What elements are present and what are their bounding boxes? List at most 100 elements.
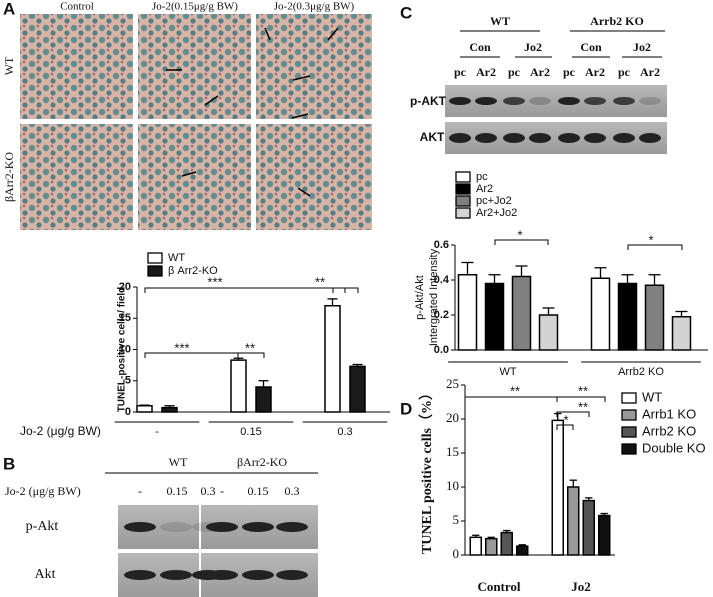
legend-label: Ar2 — [476, 183, 493, 195]
blot-band — [613, 97, 635, 105]
treatment: Con — [469, 40, 491, 54]
panel-label: C — [400, 3, 412, 22]
bar — [500, 531, 513, 556]
blot-band — [613, 133, 635, 143]
bar — [590, 277, 611, 351]
bar — [485, 537, 498, 556]
y-axis-label: Intergrated Intensity — [428, 248, 440, 346]
x-tick-label: Control — [477, 579, 520, 594]
group-label: Arrb2 KO — [590, 14, 644, 28]
significance-bracket — [627, 244, 683, 250]
annotation: ** — [578, 383, 588, 398]
y-tick-label: 0 — [453, 546, 460, 561]
dose: - — [138, 484, 142, 498]
blot-band — [584, 133, 606, 143]
row-label: AKT — [420, 130, 445, 144]
legend-swatch — [147, 265, 163, 277]
y-axis-label: TUNEL-positive cells/ field — [117, 287, 128, 413]
legend-label: WT — [168, 252, 185, 264]
bar — [567, 486, 580, 556]
bar — [469, 536, 482, 556]
panel-label: D — [400, 399, 412, 418]
legend-swatch — [621, 443, 637, 455]
legend-label: Ar2+Jo2 — [476, 207, 517, 219]
y-axis-label: p-Akt/Akt — [414, 275, 426, 320]
lane-label: pc — [563, 65, 576, 79]
bar — [598, 514, 611, 556]
treatment: Con — [580, 40, 602, 54]
legend-swatch — [621, 392, 637, 404]
legend-label: pc+Jo2 — [476, 195, 512, 207]
annotation: *** — [174, 340, 189, 355]
legend-swatch — [147, 252, 163, 264]
y-tick-label: 25 — [446, 376, 459, 391]
bar — [644, 284, 665, 351]
blot-band — [558, 97, 580, 105]
panel-label: B — [3, 454, 15, 473]
micrograph — [20, 14, 133, 119]
row-label: βArr2-KO — [2, 152, 16, 202]
group-label: βArr2-KO — [237, 455, 287, 469]
lane-label: pc — [508, 65, 521, 79]
y-tick-label: 15 — [119, 312, 131, 324]
significance-bracket — [237, 352, 265, 358]
column-label: Jo-2(0.3μg/g BW) — [274, 1, 355, 13]
dose: 0.15 — [167, 484, 188, 498]
row-label: p-Akt — [26, 519, 59, 534]
annotation: ** — [578, 399, 588, 414]
y-tick-label: 10 — [119, 343, 131, 355]
blot-band — [276, 522, 308, 532]
x-tick-label: Arrb2 KO — [618, 366, 664, 378]
legend-swatch — [621, 426, 637, 438]
significance-bracket — [144, 352, 239, 358]
blot-band — [276, 570, 308, 580]
lane-label: pc — [454, 65, 467, 79]
blot-band — [242, 522, 274, 532]
y-tick-label: 10 — [446, 478, 459, 493]
significance-bracket — [556, 424, 574, 430]
blot-band — [206, 570, 238, 580]
lane-label: Ar2 — [585, 65, 605, 79]
y-tick-label: 20 — [446, 410, 459, 425]
significance-bracket — [332, 287, 359, 293]
blot-band — [449, 133, 471, 143]
row-label: WT — [2, 56, 16, 75]
y-tick-label: 0 — [125, 406, 131, 418]
bar — [671, 316, 692, 351]
annotation: * — [517, 227, 522, 242]
dose: - — [220, 484, 224, 498]
blot-band — [206, 522, 238, 532]
y-tick-label: 20 — [119, 281, 131, 293]
y-tick-label: 0.2 — [434, 309, 449, 321]
blot-band — [449, 97, 471, 105]
y-tick-label: 5 — [453, 512, 460, 527]
blot-band — [503, 97, 525, 105]
column-label: Jo-2(0.15μg/g BW) — [152, 1, 238, 13]
legend-label: Double KO — [642, 440, 706, 455]
row-label: p-AKT — [410, 94, 447, 108]
bar — [457, 274, 478, 351]
dose: 0.3 — [285, 484, 300, 498]
y-tick-label: 0.6 — [434, 239, 449, 251]
micrograph — [20, 124, 133, 230]
arrows — [166, 27, 339, 197]
blot-band — [503, 133, 525, 143]
bar — [511, 275, 532, 351]
bar — [538, 314, 559, 351]
legend-swatch — [455, 171, 471, 183]
lane-label: Ar2 — [476, 65, 496, 79]
legend-label: β Arr2-KO — [168, 265, 218, 277]
bar — [136, 405, 153, 413]
blot-band — [160, 522, 192, 532]
annotation: * — [648, 232, 653, 247]
x-tick-label: WT — [499, 366, 516, 378]
annotation: *** — [207, 274, 222, 289]
x-tick-label: 0.15 — [240, 426, 261, 438]
lane-label: pc — [618, 65, 631, 79]
significance-bracket — [556, 411, 590, 417]
blot-band — [639, 97, 661, 105]
annotation: ** — [245, 340, 255, 355]
dose: 0.15 — [248, 484, 269, 498]
treatment: Jo2 — [633, 40, 651, 54]
